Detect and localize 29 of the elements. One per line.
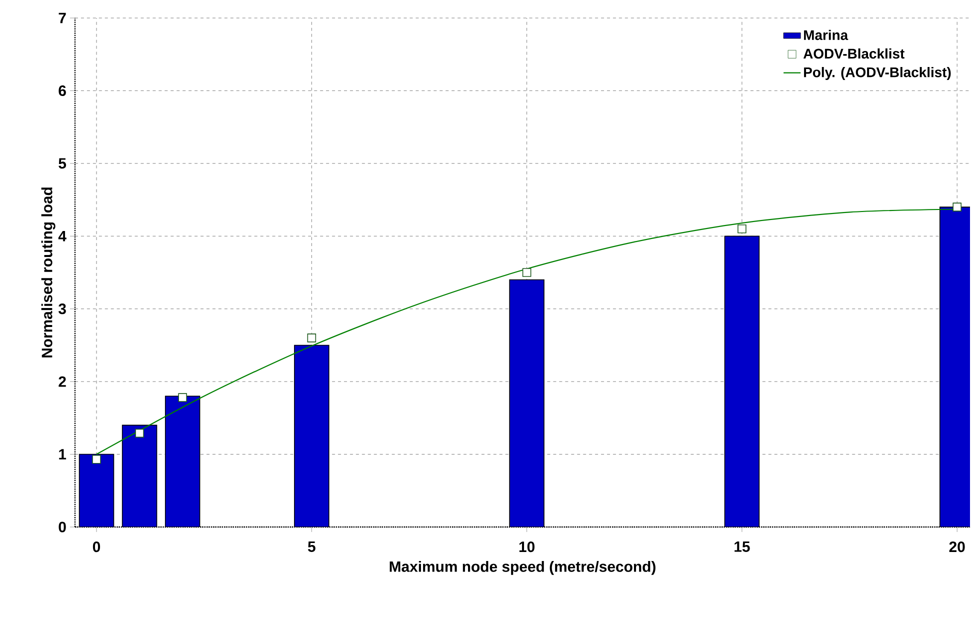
x-tick-label: 15 [734, 542, 750, 552]
bar [509, 279, 544, 527]
y-tick-label: 5 [58, 158, 66, 169]
point [178, 393, 187, 402]
bar [724, 236, 760, 527]
y-tick-label: 6 [58, 85, 66, 96]
bar [294, 344, 330, 527]
y-tick-label: 7 [58, 12, 66, 24]
y-tick-label: 2 [58, 376, 66, 387]
bar [78, 454, 114, 527]
y-tick-label: 4 [58, 231, 66, 242]
point [135, 428, 144, 438]
x-tick-label: 0 [92, 542, 100, 552]
legend-label: AODV-Blacklist [803, 48, 904, 59]
point [92, 454, 101, 464]
y-tick-label: 0 [58, 522, 66, 532]
y-axis-title: Normalised routing load [41, 188, 56, 358]
x-tick-label: 10 [519, 542, 534, 552]
legend-label: Marina [804, 30, 848, 40]
bar [122, 424, 158, 527]
x-axis-title: Maximum node speed (metre/second) [390, 560, 656, 575]
legend-label: Poly. (AODV-Blacklist) [804, 66, 951, 80]
y-tick-label: 3 [58, 304, 66, 314]
point [952, 202, 962, 212]
x-tick-label: 5 [308, 542, 316, 552]
y-tick-label: 1 [59, 449, 66, 460]
bar [164, 396, 200, 527]
x-tick-label: 20 [949, 542, 965, 552]
point [522, 268, 532, 277]
